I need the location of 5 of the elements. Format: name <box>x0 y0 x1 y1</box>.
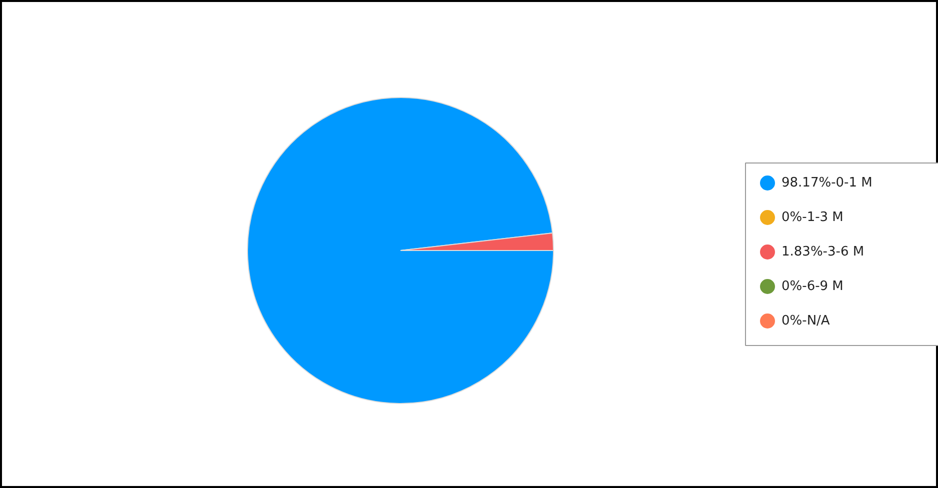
legend-label: 98.17%-0-1 M <box>782 176 872 190</box>
legend-label: 0%-N/A <box>782 314 830 328</box>
legend-label: 0%-6-9 M <box>782 279 844 294</box>
legend-label: 0%-1-3 M <box>782 210 844 225</box>
legend-label: 1.83%-3-6 M <box>782 244 864 260</box>
